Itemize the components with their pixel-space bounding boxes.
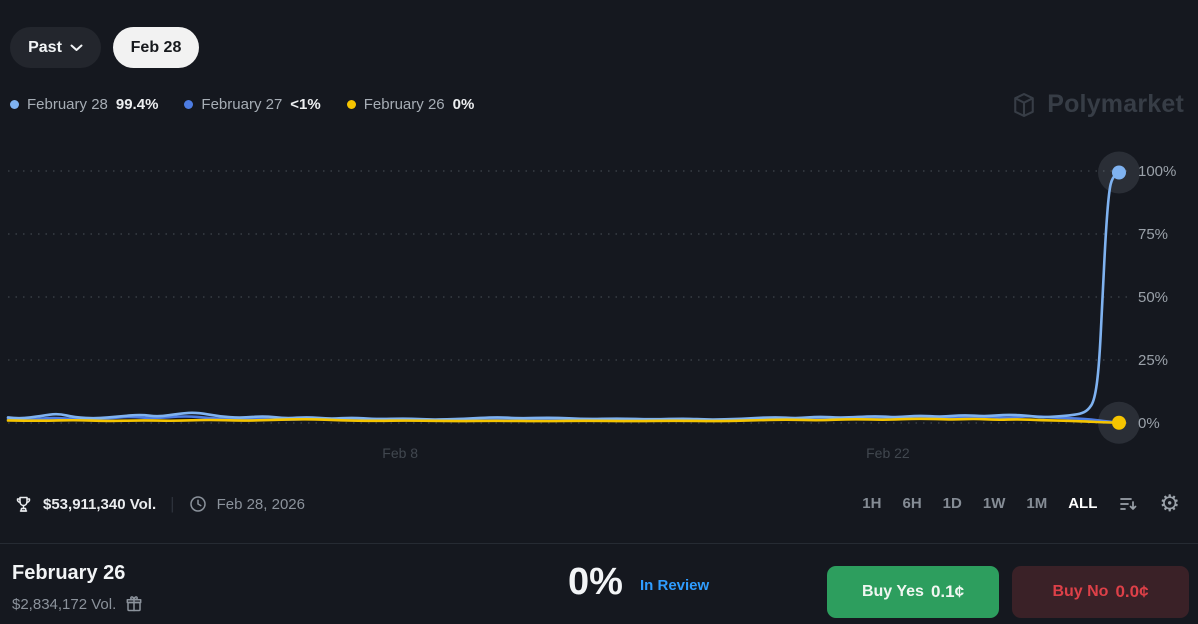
buy-no-button[interactable]: Buy No 0.0¢ (1012, 566, 1189, 618)
legend-dot-feb28 (10, 100, 19, 109)
legend-label: February 26 (363, 96, 445, 113)
time-range-toolbar: 1H 6H 1D 1W 1M ALL ⚙ (862, 492, 1180, 515)
polymarket-watermark: Polymarket (1010, 90, 1184, 119)
legend-value: 99.4% (115, 96, 159, 113)
sort-list-icon[interactable] (1118, 494, 1138, 514)
polymarket-logo-icon (1014, 92, 1035, 117)
market-title: February 26 (12, 562, 126, 584)
market-volume: $2,834,172 Vol. (12, 595, 117, 613)
polymarket-watermark-text: Polymarket (1047, 90, 1184, 118)
svg-text:75%: 75% (1138, 226, 1168, 243)
chevron-down-icon (70, 44, 83, 51)
legend-item-feb26[interactable]: February 26 0% (346, 96, 475, 113)
total-volume: $53,911,340 Vol. (43, 495, 157, 513)
buy-yes-button[interactable]: Buy Yes 0.1¢ (827, 566, 999, 618)
past-dropdown-label: Past (28, 38, 62, 56)
svg-text:25%: 25% (1138, 352, 1168, 369)
chart-legend: February 28 99.4% February 27 <1% Februa… (10, 96, 474, 113)
svg-text:Feb 22: Feb 22 (866, 445, 910, 461)
stats-divider: | (170, 494, 175, 513)
clock-icon (189, 495, 207, 513)
legend-value: <1% (290, 96, 321, 113)
buy-yes-price: 0.1¢ (930, 582, 965, 601)
buy-yes-label: Buy Yes (861, 583, 924, 600)
chart-svg[interactable]: 0% 25% 50% 75% 100% Feb 8 Feb 22 (0, 150, 1198, 480)
chart-stats-row: $53,911,340 Vol. | Feb 28, 2026 (14, 494, 305, 514)
market-status-link[interactable]: In Review (640, 577, 710, 594)
range-button-1d[interactable]: 1D (942, 495, 962, 512)
market-volume-row: $2,834,172 Vol. (12, 595, 143, 613)
legend-label: February 28 (27, 96, 108, 113)
gift-icon[interactable] (125, 595, 143, 613)
range-button-1h[interactable]: 1H (862, 495, 882, 512)
legend-dot-feb27 (184, 100, 194, 109)
svg-text:50%: 50% (1138, 289, 1168, 306)
buy-no-price: 0.0¢ (1115, 582, 1149, 601)
resolution-date: Feb 28, 2026 (216, 495, 305, 513)
range-button-1m[interactable]: 1M (1026, 495, 1048, 512)
legend-item-feb27[interactable]: February 27 <1% (184, 96, 321, 113)
date-filter-label: Feb 28 (130, 38, 182, 56)
settings-gear-icon[interactable]: ⚙ (1159, 490, 1180, 516)
svg-text:Feb 8: Feb 8 (382, 445, 418, 461)
legend-label: February 27 (201, 96, 283, 113)
range-button-all[interactable]: ALL (1068, 495, 1098, 512)
legend-value: 0% (452, 96, 475, 113)
date-filter-pill[interactable]: Feb 28 (113, 27, 199, 68)
legend-dot-feb26 (346, 100, 356, 109)
trophy-icon (14, 495, 33, 514)
market-row: February 26 $2,834,172 Vol. 0% In Review… (0, 543, 1198, 624)
past-dropdown-button[interactable]: Past (10, 27, 101, 68)
buy-no-label: Buy No (1052, 583, 1109, 600)
range-button-1w[interactable]: 1W (982, 495, 1006, 512)
market-chance: 0% (568, 561, 623, 603)
svg-text:0%: 0% (1138, 415, 1160, 432)
svg-text:100%: 100% (1138, 163, 1176, 180)
legend-item-feb28[interactable]: February 28 99.4% (10, 96, 158, 113)
range-button-6h[interactable]: 6H (902, 495, 922, 512)
